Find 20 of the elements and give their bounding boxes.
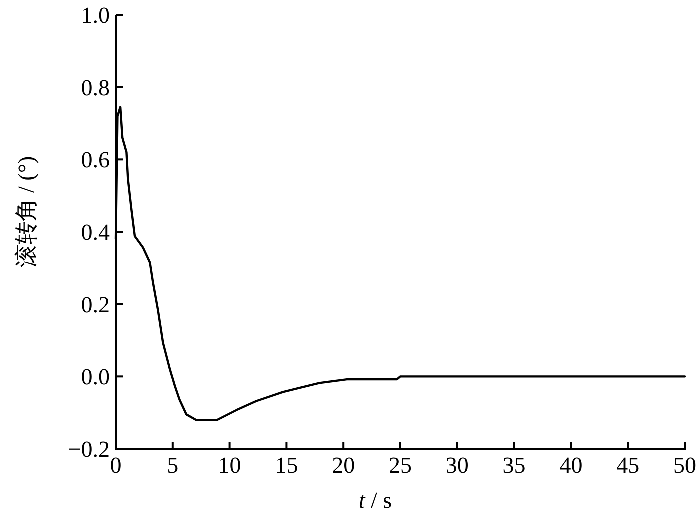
x-tick-label: 50 — [674, 453, 696, 478]
y-tick-label: 1.0 — [81, 3, 110, 28]
x-tick-label: 30 — [446, 453, 469, 478]
y-tick-label: 0.2 — [81, 292, 110, 318]
x-tick-label: 0 — [110, 453, 122, 478]
x-axis-title: t / s — [358, 488, 392, 513]
x-tick-label: 35 — [502, 453, 526, 478]
x-tick-label: 10 — [218, 453, 242, 478]
x-tick-label: 20 — [332, 453, 356, 478]
x-tick-label: 40 — [560, 453, 583, 478]
x-tick-label: 25 — [389, 453, 412, 478]
y-tick-label: −0.2 — [68, 437, 110, 462]
y-tick-label: 0.4 — [81, 220, 110, 245]
y-axis-title: 滚转角 / (°) — [14, 156, 39, 268]
y-tick-label: 0.6 — [81, 148, 110, 173]
y-tick-label: 0.0 — [81, 364, 110, 390]
x-tick-label: 45 — [616, 453, 640, 478]
y-tick-label: 0.8 — [81, 75, 110, 100]
x-tick-label: 15 — [275, 453, 298, 478]
x-tick-label: 5 — [167, 453, 179, 478]
